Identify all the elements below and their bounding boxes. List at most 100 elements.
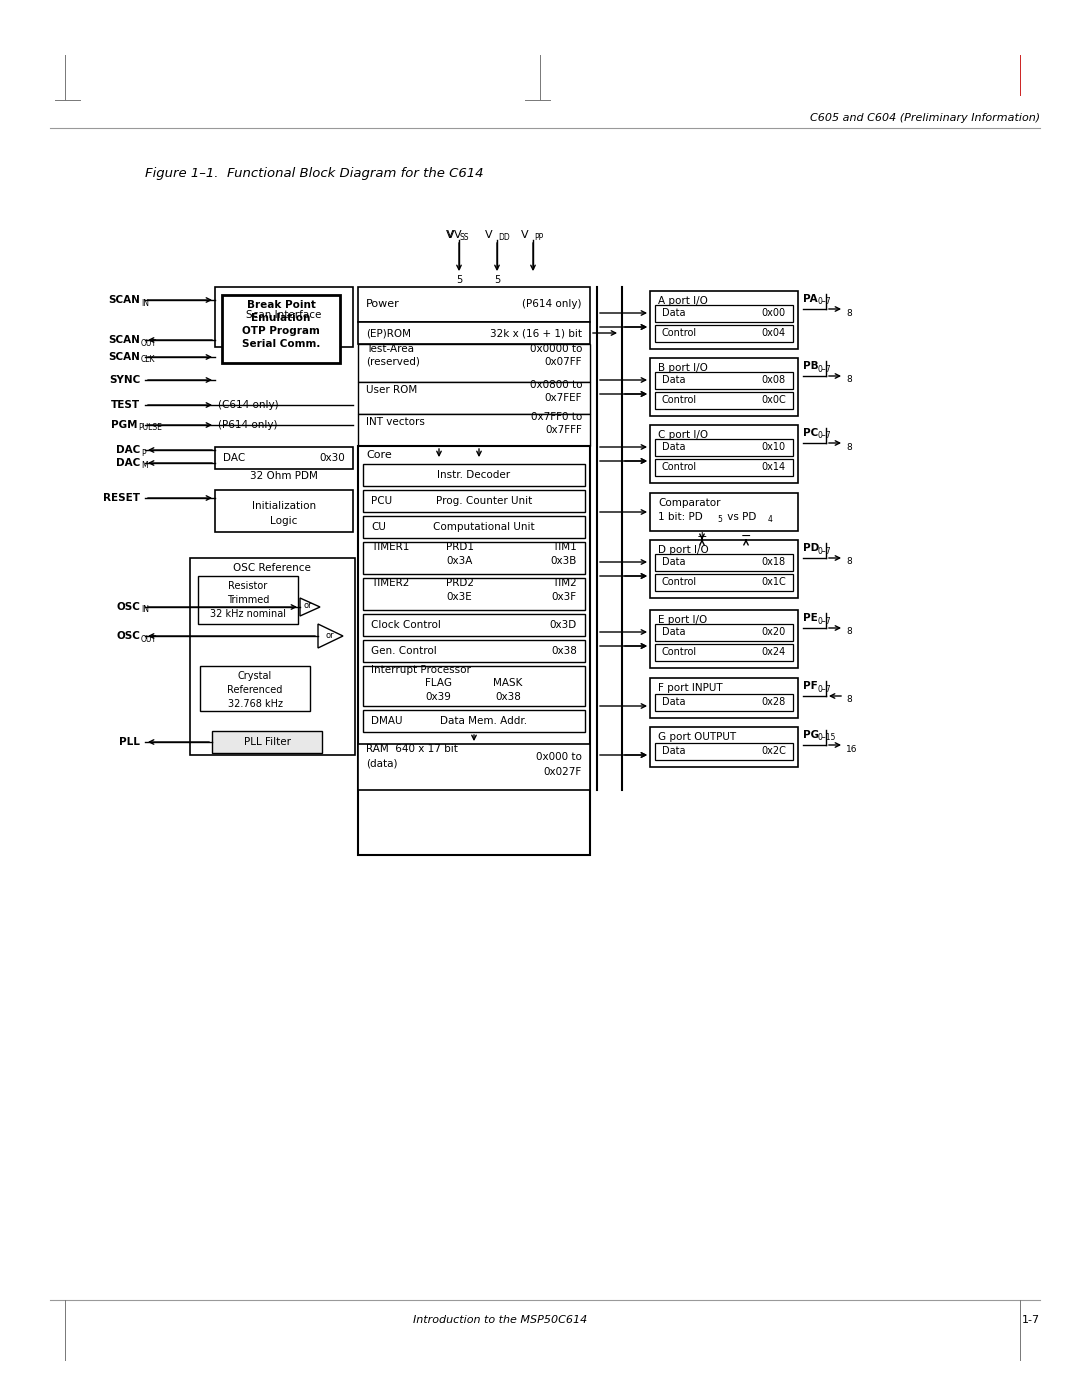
- Text: 4: 4: [768, 515, 773, 524]
- Text: PLL Filter: PLL Filter: [243, 738, 291, 747]
- Text: Computational Unit: Computational Unit: [433, 522, 535, 532]
- Text: SCAN: SCAN: [108, 295, 140, 305]
- Text: User ROM: User ROM: [366, 386, 417, 395]
- Text: P: P: [141, 448, 146, 457]
- Text: Initialization: Initialization: [252, 502, 316, 511]
- Bar: [200, 666, 310, 711]
- Bar: [650, 541, 798, 598]
- Bar: [363, 666, 585, 705]
- Text: PRD2: PRD2: [446, 578, 474, 588]
- Bar: [654, 694, 793, 711]
- Text: 0x38: 0x38: [495, 692, 521, 703]
- Text: 0x38: 0x38: [551, 645, 577, 657]
- Text: DAC: DAC: [222, 453, 245, 462]
- Bar: [654, 372, 793, 388]
- Text: G port OUTPUT: G port OUTPUT: [658, 732, 737, 742]
- Text: Instr. Decoder: Instr. Decoder: [437, 469, 511, 481]
- Text: TEST: TEST: [111, 400, 140, 409]
- Text: 5: 5: [494, 275, 500, 285]
- Text: Emulation: Emulation: [252, 313, 311, 323]
- Bar: [363, 710, 585, 732]
- Text: 0x00: 0x00: [761, 307, 786, 319]
- Text: SYNC: SYNC: [109, 374, 140, 386]
- Text: PC: PC: [804, 427, 819, 439]
- Bar: [650, 610, 798, 668]
- Text: Data: Data: [662, 441, 686, 453]
- Bar: [654, 460, 793, 476]
- Bar: [650, 425, 798, 483]
- Text: 0x0800 to: 0x0800 to: [529, 380, 582, 390]
- Text: 0x3D: 0x3D: [550, 620, 577, 630]
- Text: A port I/O: A port I/O: [658, 296, 707, 306]
- Text: Control: Control: [662, 462, 697, 472]
- Text: Control: Control: [662, 647, 697, 657]
- Text: Core: Core: [366, 450, 392, 460]
- Text: 0x18: 0x18: [761, 557, 786, 567]
- Text: Control: Control: [662, 395, 697, 405]
- Bar: [654, 305, 793, 321]
- Text: FLAG: FLAG: [424, 678, 451, 687]
- Bar: [654, 393, 793, 409]
- Text: Comparator: Comparator: [658, 497, 720, 509]
- Text: 0x000 to: 0x000 to: [536, 752, 582, 761]
- Text: 0–7: 0–7: [818, 298, 832, 306]
- Bar: [650, 678, 798, 718]
- Text: 0–7: 0–7: [818, 685, 832, 693]
- Text: F port INPUT: F port INPUT: [658, 683, 723, 693]
- Text: vs PD: vs PD: [724, 511, 756, 522]
- Text: PLL: PLL: [119, 738, 140, 747]
- Bar: [650, 358, 798, 416]
- Bar: [357, 446, 590, 855]
- Text: 0x3A: 0x3A: [446, 556, 472, 566]
- Bar: [654, 574, 793, 591]
- Text: IN: IN: [141, 605, 149, 615]
- Text: V: V: [522, 231, 529, 240]
- Text: SS: SS: [460, 233, 470, 243]
- Text: Interrupt Processor: Interrupt Processor: [372, 665, 471, 675]
- Text: E port I/O: E port I/O: [658, 615, 707, 624]
- Bar: [198, 576, 298, 624]
- Text: DAC: DAC: [116, 446, 140, 455]
- Text: 16: 16: [846, 745, 858, 753]
- Bar: [363, 515, 585, 538]
- Bar: [215, 447, 353, 469]
- Text: 0x14: 0x14: [761, 462, 786, 472]
- Text: Resistor: Resistor: [228, 581, 268, 591]
- Text: 0x2C: 0x2C: [761, 746, 786, 756]
- Text: V: V: [446, 231, 454, 240]
- Text: (C614 only): (C614 only): [218, 400, 279, 409]
- Bar: [654, 624, 793, 641]
- Text: 0x04: 0x04: [761, 328, 786, 338]
- Text: or: or: [303, 602, 312, 610]
- Text: IN: IN: [141, 299, 149, 307]
- Text: 1-7: 1-7: [1022, 1315, 1040, 1324]
- Bar: [215, 490, 353, 532]
- Text: V: V: [447, 231, 455, 240]
- Text: 0x7FEF: 0x7FEF: [544, 393, 582, 402]
- Text: 0–15: 0–15: [818, 733, 836, 742]
- Text: OSC Reference: OSC Reference: [233, 563, 311, 573]
- Text: Referenced: Referenced: [227, 685, 283, 694]
- Bar: [654, 644, 793, 661]
- Text: Data Mem. Addr.: Data Mem. Addr.: [441, 717, 527, 726]
- Text: INT vectors: INT vectors: [366, 416, 424, 427]
- Text: RESET: RESET: [103, 493, 140, 503]
- Text: 0x3F: 0x3F: [552, 592, 577, 602]
- Bar: [357, 344, 590, 381]
- Bar: [654, 555, 793, 571]
- Text: −: −: [741, 529, 752, 542]
- Text: 0x39: 0x39: [426, 692, 451, 703]
- Text: DD: DD: [498, 233, 510, 243]
- Text: PP: PP: [534, 233, 543, 243]
- Text: PCU: PCU: [372, 496, 392, 506]
- Text: PE: PE: [804, 613, 818, 623]
- Text: 32 Ohm PDM: 32 Ohm PDM: [251, 471, 318, 481]
- Text: CU: CU: [372, 522, 386, 532]
- Text: PD: PD: [804, 543, 820, 553]
- Text: C605 and C604 (Preliminary Information): C605 and C604 (Preliminary Information): [810, 113, 1040, 123]
- Text: OUT: OUT: [141, 338, 157, 348]
- Text: V: V: [454, 231, 461, 240]
- Text: (P614 only): (P614 only): [218, 420, 278, 430]
- Bar: [650, 291, 798, 349]
- Bar: [363, 542, 585, 574]
